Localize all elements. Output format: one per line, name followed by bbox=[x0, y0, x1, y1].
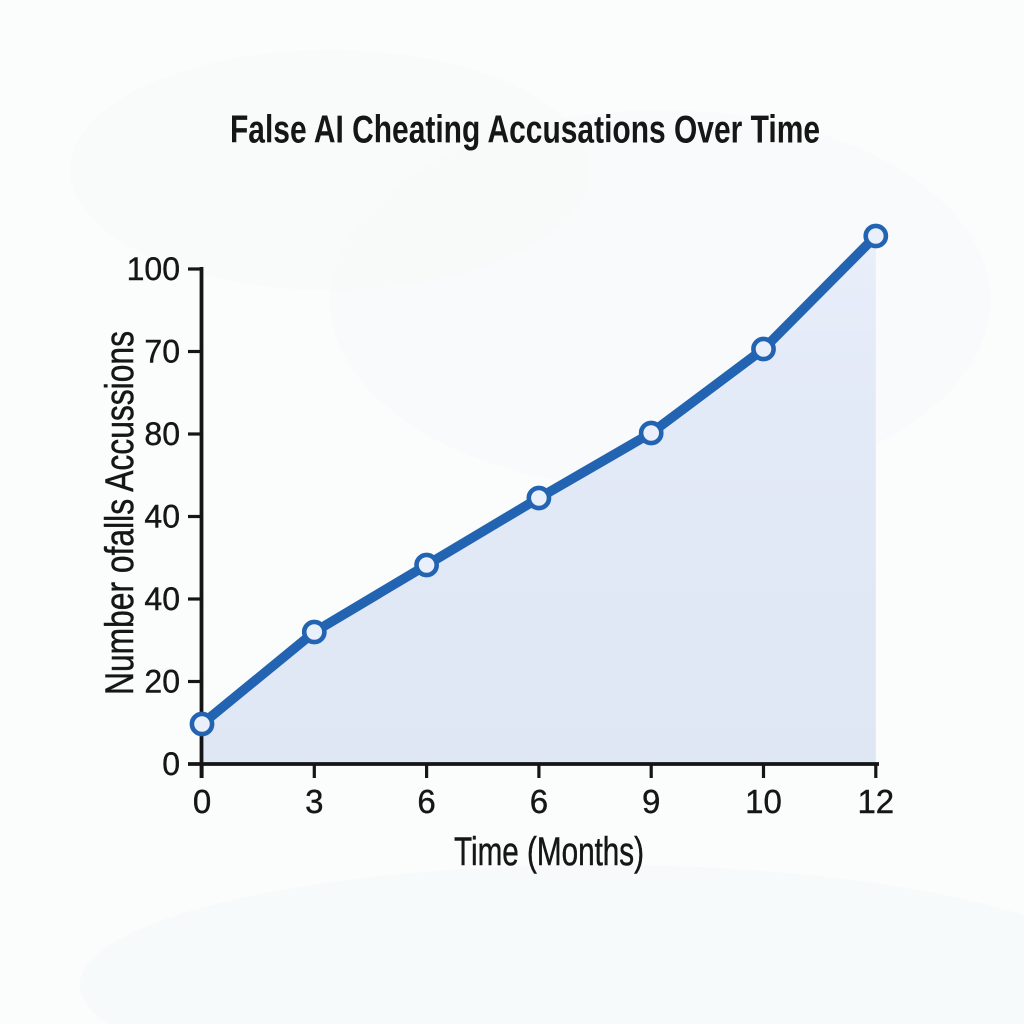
svg-text:3: 3 bbox=[305, 783, 323, 820]
svg-text:80: 80 bbox=[144, 416, 180, 452]
svg-text:100: 100 bbox=[127, 251, 180, 287]
svg-text:False AI Cheating Accusations: False AI Cheating Accusations Over Time bbox=[230, 109, 820, 152]
svg-text:70: 70 bbox=[144, 334, 180, 370]
svg-text:6: 6 bbox=[530, 783, 548, 820]
svg-text:0: 0 bbox=[193, 783, 211, 820]
svg-text:20: 20 bbox=[144, 664, 180, 700]
svg-text:10: 10 bbox=[745, 783, 782, 820]
svg-text:12: 12 bbox=[857, 783, 894, 820]
svg-text:9: 9 bbox=[642, 783, 660, 820]
svg-text:Number ofalls Accussions: Number ofalls Accussions bbox=[98, 331, 142, 695]
svg-text:40: 40 bbox=[144, 581, 180, 617]
svg-text:0: 0 bbox=[162, 746, 180, 782]
svg-text:6: 6 bbox=[417, 783, 435, 820]
svg-text:Time (Months): Time (Months) bbox=[454, 830, 644, 874]
svg-text:40: 40 bbox=[144, 499, 180, 535]
